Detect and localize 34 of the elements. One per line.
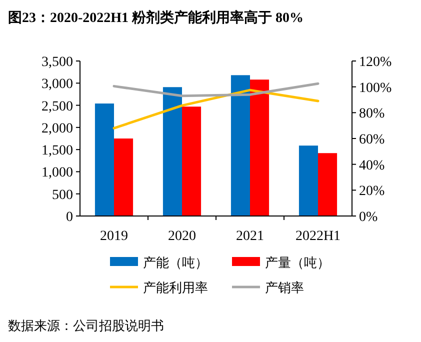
x-tick-label: 2021 [236,229,264,244]
bar [230,75,250,216]
y2-tick-label: 20% [359,184,385,200]
line-series [112,82,320,98]
y2-tick-label: 0% [359,210,378,225]
y2-tick-label: 40% [359,158,385,174]
bar [114,138,134,216]
y-tick-label: 3,000 [42,77,73,92]
legend-label: 产能利用率 [143,280,208,295]
y-tick-label: 3,500 [42,55,73,70]
y2-tick-label: 60% [359,132,385,148]
legend-label: 产销率 [265,280,304,295]
legend-label: 产能（吨） [143,255,208,270]
source-note: 数据来源：公司招股说明书 [8,318,164,333]
x-tick-label: 2020 [168,229,196,244]
x-tick-label: 2022H1 [295,229,341,244]
bar [298,146,318,216]
legend-label: 产量（吨） [265,255,330,270]
y-tick-label: 500 [52,188,73,203]
y-tick-label: 2,000 [42,121,73,136]
bar [94,104,114,216]
y-tick-label: 0 [66,210,73,225]
bar [250,80,270,216]
chart-title: 图23：2020-2022H1 粉剂类产能利用率高于 80% [8,9,304,26]
bar [162,87,182,216]
y-tick-label: 1,000 [42,166,73,181]
x-tick-label: 2019 [100,229,128,244]
y2-tick-label: 100% [359,80,392,96]
bar [182,106,202,216]
bar [318,153,338,216]
y2-tick-label: 120% [359,55,392,70]
y-tick-label: 2,500 [42,99,73,114]
y2-tick-label: 80% [359,106,385,122]
y-tick-label: 1,500 [42,144,73,159]
